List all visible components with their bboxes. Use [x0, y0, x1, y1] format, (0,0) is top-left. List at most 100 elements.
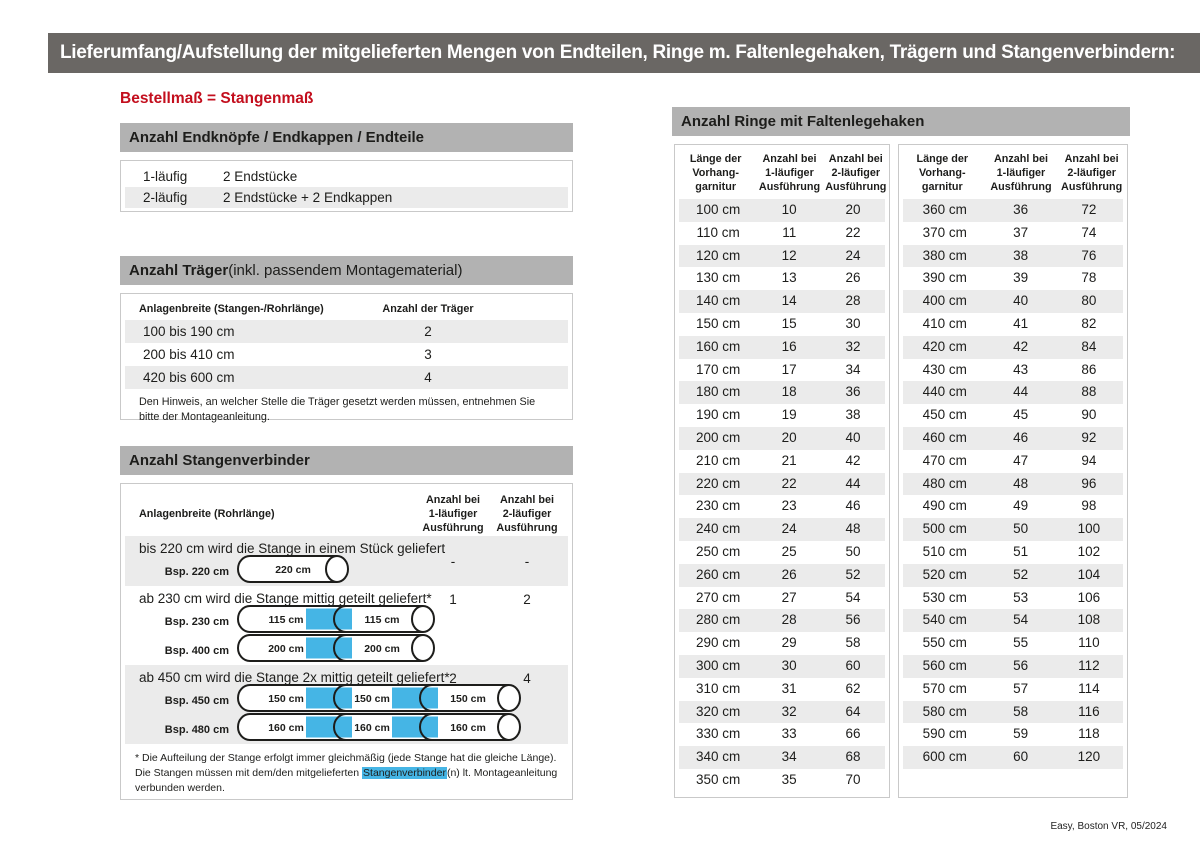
length-value: 280 cm — [695, 612, 741, 628]
table-row: 300 cm 30 60 — [679, 654, 885, 678]
column-header-line: Vorhang- — [692, 166, 739, 179]
rings-1-laeufig: 14 — [781, 293, 797, 309]
rings-1-laeufig: 17 — [781, 361, 797, 377]
rod-segment-length: 150 cm — [450, 693, 486, 705]
table-row: 210 cm 21 42 — [679, 450, 885, 473]
rod-segment-length: 115 cm — [268, 614, 303, 626]
length-value: 240 cm — [695, 521, 741, 537]
length-value: 430 cm — [922, 361, 967, 377]
example-label: Bsp. 400 cm — [164, 644, 229, 657]
table-row: 480 cm 48 96 — [903, 472, 1123, 496]
rod-segment-length: 160 cm — [450, 722, 486, 734]
rings-2-laeufig: 70 — [845, 771, 861, 787]
table-row: 430 cm 43 86 — [903, 359, 1123, 382]
table-row: 370 cm 37 74 — [903, 222, 1123, 245]
rings-2-laeufig: 88 — [1081, 384, 1097, 400]
rings-1-laeufig: 39 — [1013, 270, 1029, 286]
column-header-line: Ausführung — [1061, 180, 1123, 193]
table-row: bis 220 cm wird die Stange in einem Stüc… — [125, 536, 568, 586]
table-row: 160 cm 16 32 — [679, 335, 885, 359]
rings-2-laeufig: 54 — [845, 589, 861, 605]
length-value: 450 cm — [922, 407, 967, 423]
rings-2-laeufig: 66 — [845, 726, 861, 742]
rod-diagram: 150 cm 150 cm 150 cm — [237, 684, 521, 712]
rings-1-laeufig: 36 — [1013, 202, 1029, 217]
traeger-table-header: Anlagenbreite (Stangen-/Rohrlänge) Anzah… — [121, 294, 572, 320]
rings-1-laeufig: 30 — [781, 657, 797, 673]
rings-1-laeufig: 45 — [1013, 407, 1029, 423]
rod-end-cap — [497, 684, 521, 712]
rod-segment-length: 150 cm — [268, 693, 304, 705]
rings-1-laeufig: 56 — [1013, 657, 1029, 673]
row-label: 2-läufig — [143, 190, 188, 205]
rings-1-laeufig: 49 — [1013, 498, 1029, 514]
length-value: 170 cm — [695, 361, 741, 377]
rule-text: ab 450 cm wird die Stange 2x mittig gete… — [139, 670, 450, 685]
endteile-table: 1-läufig 2 Endstücke 2-läufig 2 Endstücke +… — [120, 160, 573, 212]
rings-1-laeufig: 46 — [1013, 429, 1029, 445]
table-row: 340 cm 34 68 — [679, 746, 885, 769]
column-header-line: garnitur — [695, 180, 737, 193]
length-value: 310 cm — [695, 680, 741, 696]
length-value: 600 cm — [922, 749, 967, 765]
rings-1-laeufig: 26 — [781, 566, 797, 582]
rings-2-laeufig: 106 — [1077, 589, 1101, 605]
rod-segment-length: 160 cm — [268, 722, 304, 734]
count-2-laeufig: 2 — [523, 592, 531, 607]
rings-1-laeufig: 57 — [1013, 680, 1029, 696]
column-header-line: Anzahl bei — [1064, 153, 1119, 165]
rings-2-laeufig: 28 — [845, 293, 861, 309]
table-row: 360 cm 36 72 — [903, 199, 1123, 222]
table-row: 520 cm 52 104 — [903, 563, 1123, 587]
table-row: 320 cm 32 64 — [679, 700, 885, 724]
column-header-anzahl-traeger: Anzahl der Träger — [382, 303, 474, 315]
table-row: 100 bis 190 cm 2 — [125, 320, 568, 343]
length-value: 190 cm — [695, 407, 741, 423]
table-row: 170 cm 17 34 — [679, 359, 885, 382]
example-label: Bsp. 220 cm — [164, 565, 229, 578]
table-row: ab 230 cm wird die Stange mittig geteilt… — [125, 586, 568, 665]
length-value: 540 cm — [922, 612, 967, 628]
column-header-line: Anzahl bei — [828, 153, 883, 165]
table-row: 200 cm 20 40 — [679, 426, 885, 450]
rings-2-laeufig: 58 — [845, 635, 861, 651]
table-row: 580 cm 58 116 — [903, 700, 1123, 724]
table-row: 120 cm 12 24 — [679, 244, 885, 268]
rod-segment-length: 150 cm — [354, 693, 390, 705]
table-row: 500 cm 50 100 — [903, 518, 1123, 541]
length-value: 350 cm — [695, 771, 741, 787]
table-row: 420 bis 600 cm 4 — [125, 366, 568, 389]
column-header: Anzahl bei 1-läufiger Ausführung — [986, 153, 1057, 199]
row-value: 2 Endstücke + 2 Endkappen — [223, 190, 393, 205]
rod-end-cap — [325, 555, 349, 583]
rings-2-laeufig: 114 — [1078, 680, 1100, 696]
length-value: 300 cm — [695, 657, 741, 673]
rod-holder: 200 cm 200 cm — [237, 634, 436, 667]
rings-1-laeufig: 28 — [781, 612, 797, 628]
length-value: 250 cm — [695, 543, 741, 559]
count-2-laeufig: - — [524, 554, 530, 569]
rod-diagram: 115 cm 115 cm — [237, 605, 435, 633]
table-row: 230 cm 23 46 — [679, 495, 885, 518]
length-value: 130 cm — [695, 270, 741, 286]
column-header-line: Anzahl bei — [762, 153, 817, 165]
length-value: 490 cm — [922, 498, 967, 514]
rings-1-laeufig: 27 — [781, 589, 797, 605]
column-header-line: 1-läufiger — [996, 166, 1046, 179]
rings-1-laeufig: 21 — [781, 452, 797, 468]
rings-2-laeufig: 44 — [845, 475, 861, 491]
length-value: 140 cm — [695, 293, 741, 309]
length-value: 590 cm — [922, 726, 967, 742]
traeger-rows: 100 bis 190 cm 2 200 bis 410 cm 3 420 bis 60… — [121, 320, 572, 389]
rings-2-laeufig: 118 — [1078, 726, 1100, 742]
column-header: Anzahl bei 1-läufiger Ausführung — [756, 153, 822, 199]
rings-2-laeufig: 56 — [845, 612, 861, 628]
rod-diagram: 200 cm 200 cm — [237, 634, 435, 662]
length-value: 530 cm — [922, 589, 967, 605]
rings-2-laeufig: 34 — [845, 361, 861, 377]
table-row: 350 cm 35 70 — [679, 769, 885, 792]
rod-example: Bsp. 220 cm 220 cm — [125, 555, 568, 586]
rings-2-laeufig: 24 — [845, 247, 861, 263]
table-row: 590 cm 59 118 — [903, 723, 1123, 746]
column-header-line: Anzahl bei — [500, 494, 554, 506]
